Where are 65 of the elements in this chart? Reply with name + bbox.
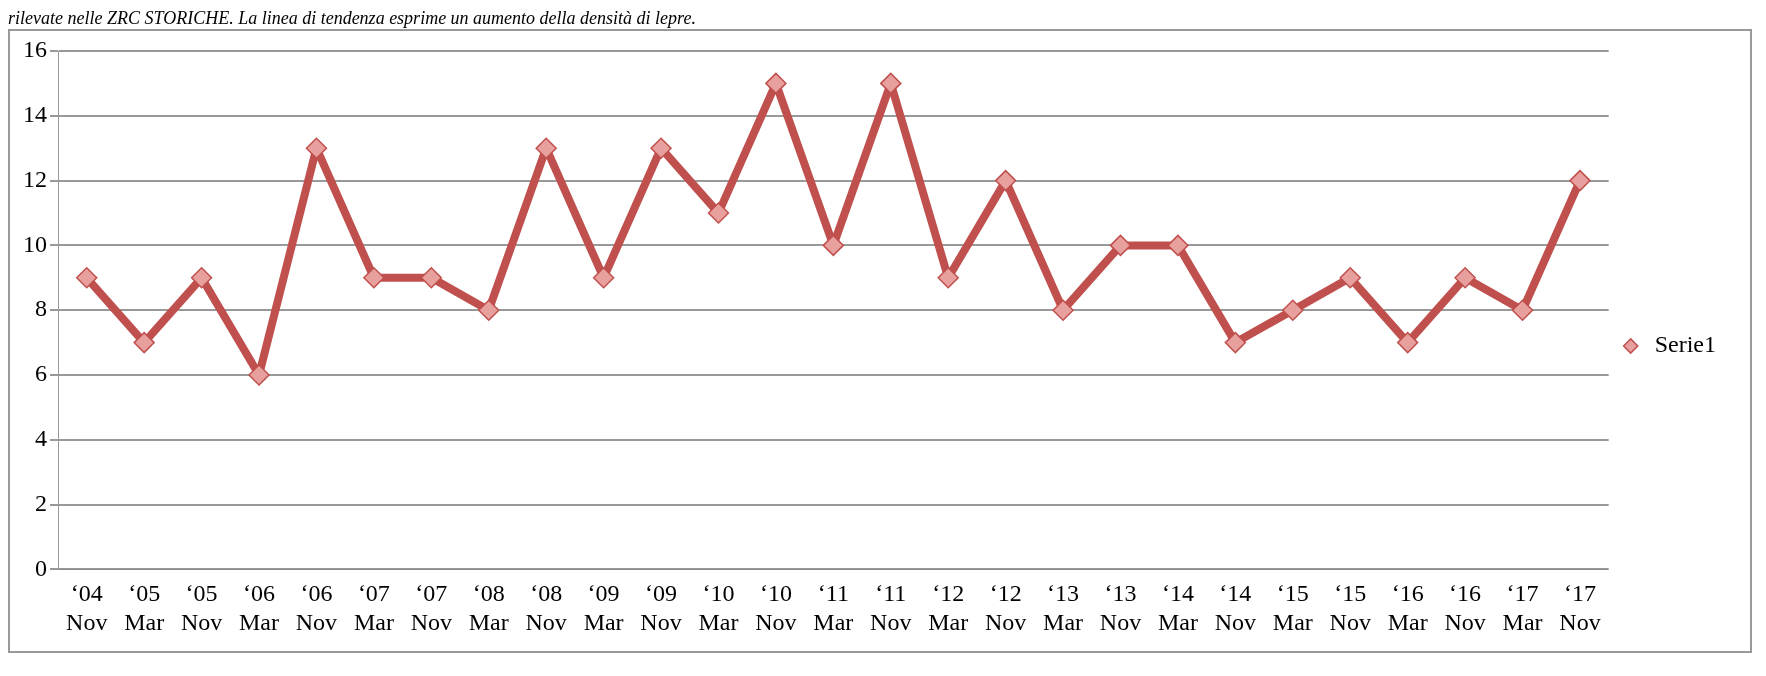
point [1109,234,1132,257]
y-tick-label: 16 [23,36,47,63]
point [363,267,385,289]
point [535,137,557,159]
y-tick-label: 10 [23,230,47,257]
point [592,267,615,289]
point [1454,267,1476,289]
point [478,299,500,321]
point [1569,169,1591,192]
x-tick-label: ‘10 Nov [755,580,797,635]
legend-label: Serie1 [1654,331,1716,358]
point [1511,299,1534,321]
point [937,267,959,289]
y-tick-label: 4 [35,425,47,452]
x-tick-label: ‘06 Mar [239,580,280,635]
x-tick-label: ‘08 Mar [468,580,509,635]
point [650,137,672,159]
point [765,72,787,95]
x-tick-label: ‘14 Mar [1157,580,1198,635]
x-tick-label: ‘12 Mar [928,580,969,635]
x-tick-label: ‘09 Mar [583,580,624,635]
point [1224,331,1247,354]
x-tick-label: ‘07 Mar [353,580,394,635]
x-tick-label: ‘05 Nov [180,580,223,635]
point [1052,299,1074,321]
x-tick-label: ‘12 Nov [984,580,1027,635]
point [248,364,270,386]
point [305,137,328,159]
x-tick-label: ‘17 Nov [1559,580,1601,635]
x-tick-label: ‘16 Mar [1387,580,1428,635]
x-tick-label: ‘10 Mar [698,580,739,635]
x-tick-label: ‘09 Nov [640,580,682,635]
x-tick-label: ‘13 Mar [1043,580,1084,635]
x-tick-label: ‘06 Nov [295,580,338,635]
text: rilevate nelle ZRC STORICHE. La linea di tendenza esprime un aumento della densità di lepre. [8,8,697,29]
x-tick-label: ‘13 Nov [1099,580,1142,635]
x-tick-label: ‘11 Nov [870,580,912,635]
x-tick-label: ‘08 Nov [525,580,567,635]
x-tick-label: ‘17 Mar [1502,580,1543,635]
y-tick-label: 14 [23,101,47,128]
y-tick-label: 12 [23,165,47,192]
point [1396,331,1419,354]
x-tick-label: ‘04 Nov [66,580,108,635]
point [994,169,1017,192]
y-tick-label: 8 [35,295,47,322]
point [1167,234,1189,257]
point [707,202,730,224]
y-tick-label: 6 [35,360,47,387]
x-tick-label: ‘11 Mar [813,580,854,635]
y-tick-label: 2 [35,489,47,516]
x-tick-label: ‘15 Mar [1272,580,1313,635]
x-tick-label: ‘16 Nov [1444,580,1486,635]
x-tick-label: ‘15 Nov [1329,580,1371,635]
x-tick-label: ‘07 Nov [410,580,452,635]
x-tick-label: ‘05 Mar [124,580,165,635]
y-tick-label: 0 [35,554,47,581]
point [190,267,213,289]
point [1282,299,1304,321]
point [133,331,155,354]
x-tick-label: ‘14 Nov [1214,580,1257,635]
point [822,234,845,257]
point [75,267,98,289]
point [880,72,902,95]
point [1339,267,1361,289]
point [420,267,443,289]
